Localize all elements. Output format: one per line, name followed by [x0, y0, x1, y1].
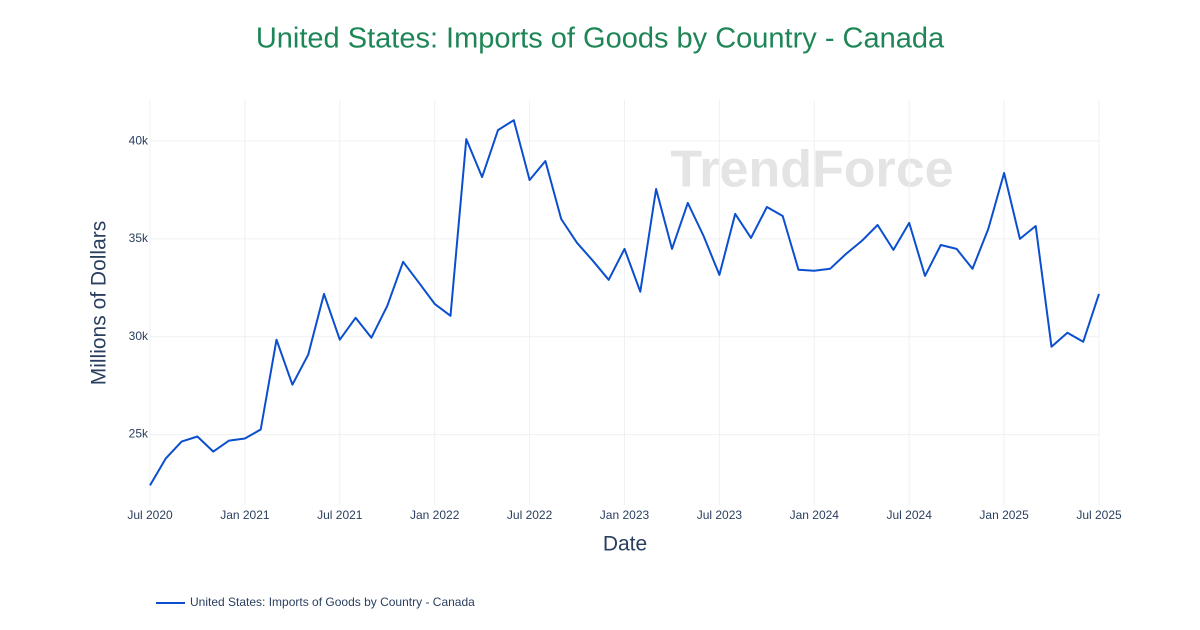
- x-tick-label: Jan 2022: [410, 508, 460, 522]
- x-tick-label: Jan 2023: [600, 508, 650, 522]
- x-axis-title: Date: [603, 533, 647, 556]
- y-tick-label: 25k: [129, 427, 149, 441]
- y-tick-label: 35k: [129, 231, 149, 245]
- data-line: [149, 119, 1100, 486]
- y-axis-title: Millions of Dollars: [88, 221, 111, 386]
- chart-title: United States: Imports of Goods by Count…: [256, 23, 945, 55]
- x-tick-label: Jul 2020: [127, 508, 173, 522]
- x-tick-label: Jul 2022: [507, 508, 553, 522]
- legend-label: United States: Imports of Goods by Count…: [190, 595, 475, 609]
- watermark: TrendForce: [670, 141, 953, 199]
- x-tick-label: Jul 2024: [887, 508, 933, 522]
- x-tick-label: Jul 2023: [697, 508, 743, 522]
- x-tick-label: Jan 2025: [979, 508, 1029, 522]
- x-tick-label: Jan 2021: [220, 508, 270, 522]
- x-tick-label: Jul 2021: [317, 508, 363, 522]
- y-tick-label: 30k: [129, 329, 149, 343]
- y-tick-label: 40k: [129, 133, 149, 147]
- x-tick-label: Jan 2024: [790, 508, 840, 522]
- x-tick-label: Jul 2025: [1076, 508, 1122, 522]
